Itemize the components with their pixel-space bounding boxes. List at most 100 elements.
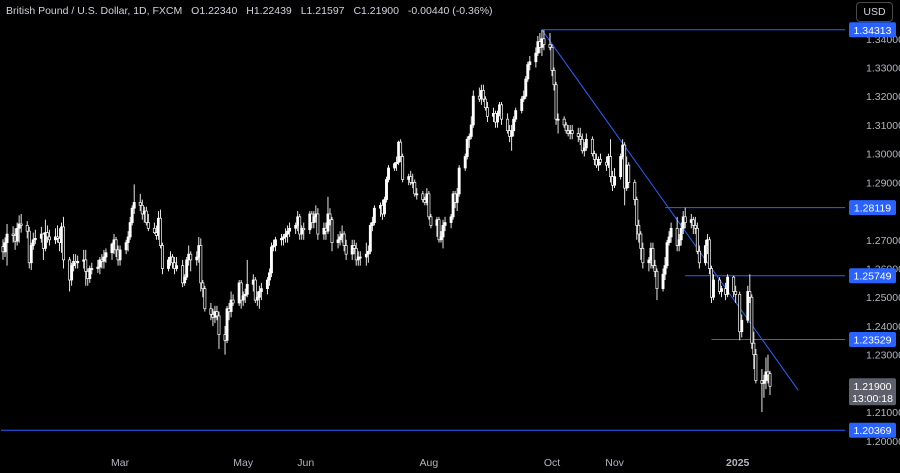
candle-body <box>370 222 374 226</box>
candle-body <box>366 250 370 255</box>
candle-body <box>15 227 19 242</box>
y-axis-tick-label: 1.29000 <box>866 177 900 189</box>
candle-body <box>734 291 738 295</box>
y-axis-tick-label: 1.21000 <box>866 407 900 419</box>
candle-body <box>510 130 514 137</box>
candle-body <box>62 226 66 261</box>
candle-body <box>675 227 679 246</box>
candle-body <box>599 159 602 163</box>
candle-body <box>500 104 504 120</box>
candle-body <box>255 296 259 301</box>
candle-body <box>364 253 368 258</box>
candle-body <box>441 225 445 238</box>
high-label: H <box>246 5 254 17</box>
candle-body <box>161 245 164 269</box>
candle-body <box>651 248 655 266</box>
candle-body <box>409 176 413 183</box>
y-axis-tick-label: 1.33000 <box>866 62 900 74</box>
x-axis-tick-label: Jun <box>297 457 314 469</box>
candle-body <box>580 138 584 152</box>
candle-body <box>554 84 558 120</box>
candle-body <box>663 265 667 275</box>
candle-body <box>189 253 193 261</box>
candle-body <box>439 236 443 241</box>
candle-body <box>215 311 219 317</box>
candle-body <box>732 276 736 292</box>
candle-body <box>344 245 348 255</box>
low-value: 1.21597 <box>306 5 345 17</box>
price-level-tag-bg <box>849 422 896 438</box>
candle-body <box>738 294 742 333</box>
candle-body <box>144 210 148 223</box>
currency-button[interactable]: USD <box>856 2 893 22</box>
candle-body <box>274 239 277 246</box>
candle-body <box>354 248 358 261</box>
candle-body <box>114 239 118 251</box>
symbol-title[interactable]: British Pound / U.S. Dollar, 1D, FXCM <box>6 5 183 17</box>
candle-body <box>43 232 47 249</box>
y-axis-tick-label: 1.32000 <box>866 91 900 103</box>
price-level-tag-text: 1.20369 <box>854 425 892 437</box>
candle-body <box>45 232 49 238</box>
candle-body <box>455 193 459 203</box>
candle-body <box>485 107 489 117</box>
candle-body <box>229 299 233 312</box>
candle-body <box>677 239 681 246</box>
candle-body <box>613 176 617 186</box>
candle-body <box>550 47 554 71</box>
y-axis-tick-label: 1.25000 <box>866 292 900 304</box>
candle-body <box>691 219 695 226</box>
candle-body <box>368 225 372 252</box>
candle-body <box>641 248 645 264</box>
candle-body <box>754 354 758 381</box>
candle-body <box>183 276 187 284</box>
candle-body <box>556 118 560 121</box>
candle-body <box>534 52 538 63</box>
candle-body <box>267 272 271 281</box>
candle-body <box>243 294 247 297</box>
candle-body <box>300 227 304 235</box>
change-value: -0.00440 (-0.36%) <box>407 5 493 17</box>
candle-body <box>590 138 594 154</box>
last-price-value: 1.21900 <box>854 381 892 393</box>
candle-body <box>270 246 273 274</box>
price-level-tag-text: 1.34313 <box>854 25 892 37</box>
candle-body <box>542 38 546 45</box>
candle-body <box>231 299 235 304</box>
price-level-tag-bg <box>849 268 896 284</box>
candle-body <box>592 153 596 160</box>
candle-body <box>33 238 37 241</box>
last-price-tag-bg <box>849 378 896 406</box>
candle-body <box>449 216 453 223</box>
candle-body <box>655 271 659 289</box>
candle-body <box>576 133 580 137</box>
candle-body <box>522 95 526 100</box>
candle-body <box>217 315 221 335</box>
candle-body <box>241 295 245 301</box>
candle-body <box>257 291 261 298</box>
candle-body <box>280 238 283 241</box>
candle-body <box>637 225 641 235</box>
candle-body <box>47 236 51 241</box>
candle-body <box>528 61 532 65</box>
candle-body <box>627 164 631 183</box>
candle-body <box>748 291 752 298</box>
candle-body <box>302 227 306 231</box>
last-price-countdown: 13:00:18 <box>852 393 893 405</box>
low-label: L <box>300 5 307 17</box>
candle-body <box>282 236 286 239</box>
candle-body <box>526 64 530 80</box>
candle-body <box>619 156 623 177</box>
candle-body <box>703 245 707 264</box>
candle-body <box>562 118 566 126</box>
price-level-tag-bg <box>849 331 896 347</box>
candle-body <box>245 283 249 295</box>
candle-body <box>31 239 35 246</box>
close-label: C <box>353 5 362 17</box>
candle-body <box>429 216 433 226</box>
candle-body <box>138 202 142 206</box>
candle-body <box>653 265 657 272</box>
x-axis-tick-label: Nov <box>605 457 624 469</box>
